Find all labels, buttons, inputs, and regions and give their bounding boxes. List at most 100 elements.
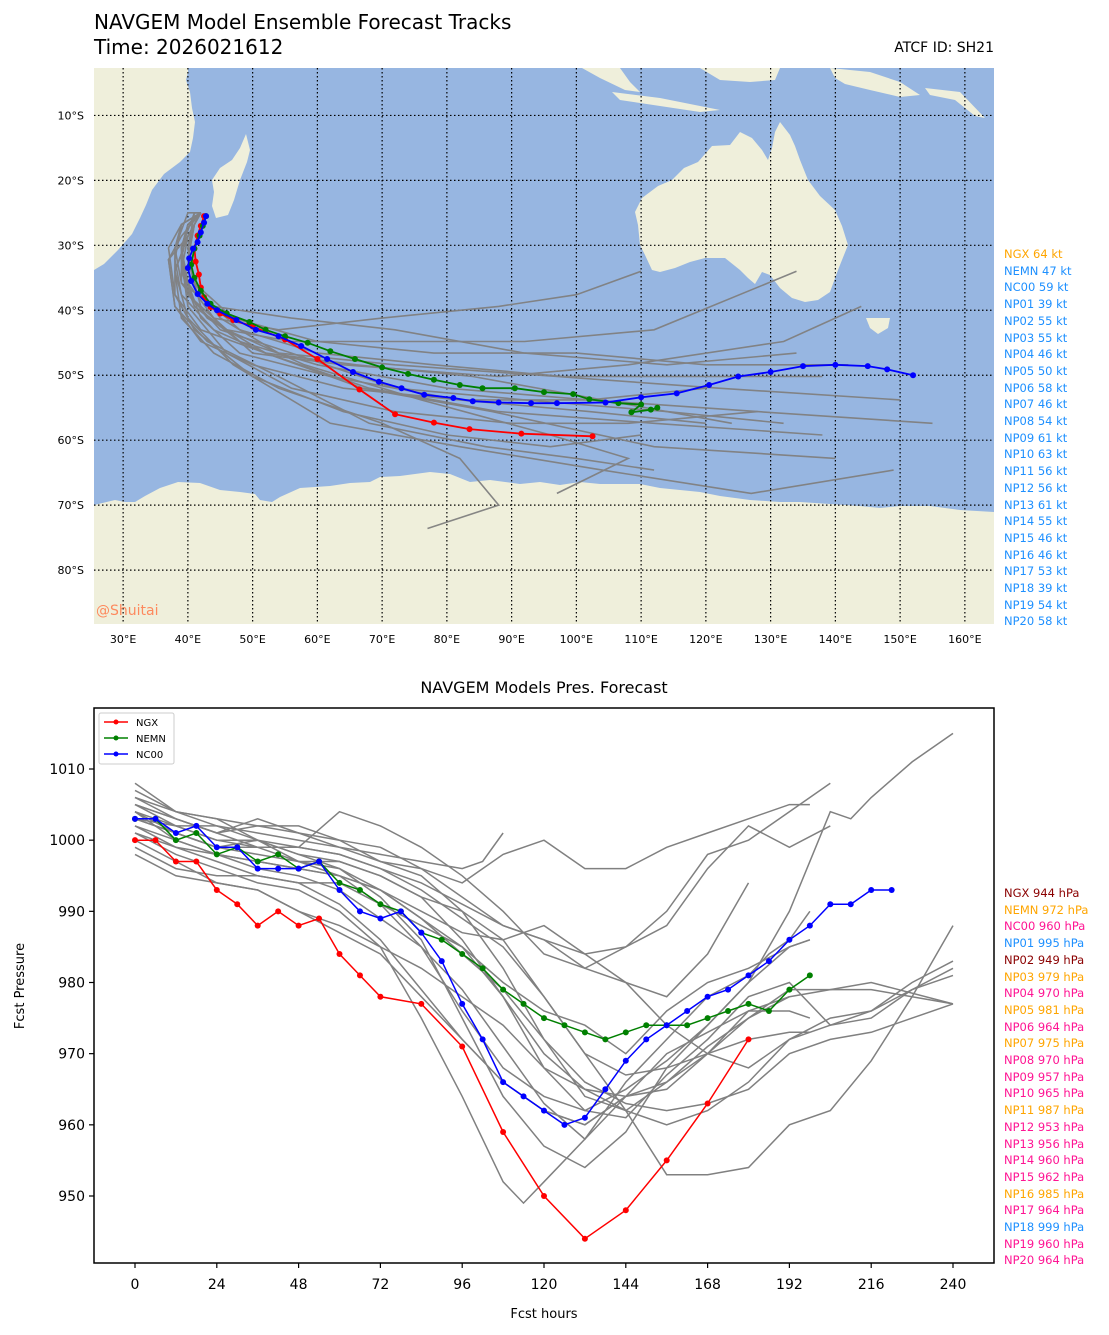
nc00-pressure-point [765, 958, 772, 965]
nemn-pressure-point [806, 972, 813, 979]
nc00-track-point [204, 300, 211, 307]
nemn-track-point [327, 348, 334, 355]
lon-ticks: 30°E 40°E 50°E 60°E 70°E 80°E 90°E 100°E 110°E 12… [110, 633, 982, 646]
pres-label: NP04 970 hPa [1004, 986, 1085, 1001]
nc00-pressure-point [132, 815, 138, 822]
member-pressure-lines [134, 732, 954, 1205]
hour-tick-label: 24 [208, 1277, 226, 1293]
nc00-pressure-point [336, 886, 343, 893]
ngx-pressure-point [254, 922, 261, 929]
nc00-pressure-point [602, 1086, 609, 1093]
lon-tick-label: 120°E [689, 633, 722, 646]
lon-tick-label: 130°E [754, 633, 787, 646]
legend: NGX NEMN NC00 [98, 712, 175, 765]
legend-marker-nc00 [113, 751, 119, 757]
nc00-track-point [767, 368, 774, 375]
pres-label: NP03 979 hPa [1004, 969, 1085, 984]
member-pressure-line [134, 803, 954, 1112]
y-axis-label: Fcst Pressure [13, 943, 28, 1029]
nc00-track-point [799, 363, 806, 370]
hour-tick-label: 240 [940, 1277, 967, 1293]
pressure-tick-label: 950 [58, 1189, 85, 1205]
nc00-track-point [194, 291, 201, 298]
nc00-pressure-point [541, 1107, 547, 1114]
nemn-pressure-point [213, 851, 220, 858]
nc00-track-point [602, 399, 609, 406]
hour-tick-label: 192 [776, 1277, 803, 1293]
nemn-pressure-point [479, 965, 486, 972]
hour-tick-label: 168 [694, 1277, 721, 1293]
nemn-pressure-point [561, 1022, 568, 1029]
nemn-pressure-point [581, 1029, 588, 1036]
nemn-pressure-point [438, 936, 445, 943]
pres-label: NP11 987 hPa [1004, 1103, 1085, 1118]
ngx-pressure-point [377, 993, 384, 1000]
antarctica-land [94, 472, 994, 624]
nc00-track-point [194, 239, 201, 246]
wind-label: NP12 56 kt [1004, 480, 1068, 495]
member-track [187, 212, 823, 378]
nemn-pressure-point [684, 1022, 691, 1029]
nc00-pressure-point [459, 1000, 466, 1007]
nemn-pressure-point [786, 986, 793, 993]
nc00-pressure-point [254, 865, 261, 872]
nc00-track [184, 213, 917, 407]
ngx-pressure-point [234, 901, 241, 908]
newguinea-land [830, 68, 920, 97]
ngx-pressure-point [500, 1128, 507, 1135]
pres-label: NEMN 972 hPa [1004, 902, 1089, 917]
member-pressure-line [134, 803, 810, 884]
wind-label: NP13 61 kt [1004, 497, 1068, 512]
atcf-id: ATCF ID: SH21 [894, 40, 994, 56]
nemn-pressure-point [254, 858, 261, 865]
nc00-track-point [706, 381, 713, 388]
lon-tick-label: 110°E [624, 633, 657, 646]
pressure-tick-label: 960 [58, 1118, 85, 1134]
nc00-track-point [884, 366, 891, 373]
hour-tick-label: 216 [858, 1277, 885, 1293]
lon-tick-label: 70°E [369, 633, 395, 646]
nc00-pressure-point [786, 936, 793, 943]
pressure-chart-title: NAVGEM Models Pres. Forecast [420, 678, 667, 697]
lon-tick-label: 40°E [175, 633, 201, 646]
pressure-ticks: 950 960 970 980 990 1000 1010 [49, 762, 94, 1205]
nc00-pressure-point [663, 1022, 670, 1029]
nc00-track-point [638, 394, 645, 401]
nemn-track-point [654, 404, 661, 411]
nemn-track-point [541, 389, 547, 396]
lon-tick-label: 30°E [110, 633, 136, 646]
map-title: NAVGEM Model Ensemble Forecast Tracks [94, 10, 512, 34]
pressure-tick-label: 1010 [49, 762, 85, 778]
nc00-track-point [910, 372, 917, 379]
nc00-track-point [864, 363, 871, 370]
wind-label: NGX 64 kt [1004, 247, 1063, 261]
nc00-track-point [349, 368, 356, 375]
nc00-pressure-point [500, 1079, 507, 1086]
nc00-pressure-point [295, 865, 302, 872]
nc00-pressure-point [725, 986, 732, 993]
lat-tick-label: 70°S [58, 499, 84, 512]
plot-frame [93, 707, 995, 1264]
legend-label-nemn: NEMN [136, 734, 166, 745]
land-masses [94, 68, 994, 624]
pressure-tick-label: 980 [58, 976, 85, 992]
member-pressure-line [134, 811, 954, 1112]
nc00-track-point [201, 219, 208, 226]
nemn-pressure-line [135, 818, 811, 1041]
nc00-track-point [450, 394, 457, 401]
lat-tick-label: 40°S [58, 304, 84, 317]
main-tracks [184, 213, 917, 440]
wind-label: NP18 39 kt [1004, 581, 1068, 596]
nc00-pressure-point [827, 901, 834, 908]
nc00-pressure-point [847, 901, 854, 908]
nc00-track-point [188, 278, 195, 285]
nemn-pressure-point [602, 1036, 609, 1043]
nemn-pressure-point [377, 901, 384, 908]
nemn-pressure-point [622, 1029, 629, 1036]
ngx-track-point [518, 430, 525, 437]
legend-box [98, 712, 175, 765]
nemn-track-point [628, 409, 635, 416]
nc00-pressure-point [622, 1057, 629, 1064]
wind-label: NP09 61 kt [1004, 430, 1068, 445]
lat-ticks: 10°S 20°S 30°S 40°S 50°S 60°S 70°S 80°S [58, 109, 84, 577]
